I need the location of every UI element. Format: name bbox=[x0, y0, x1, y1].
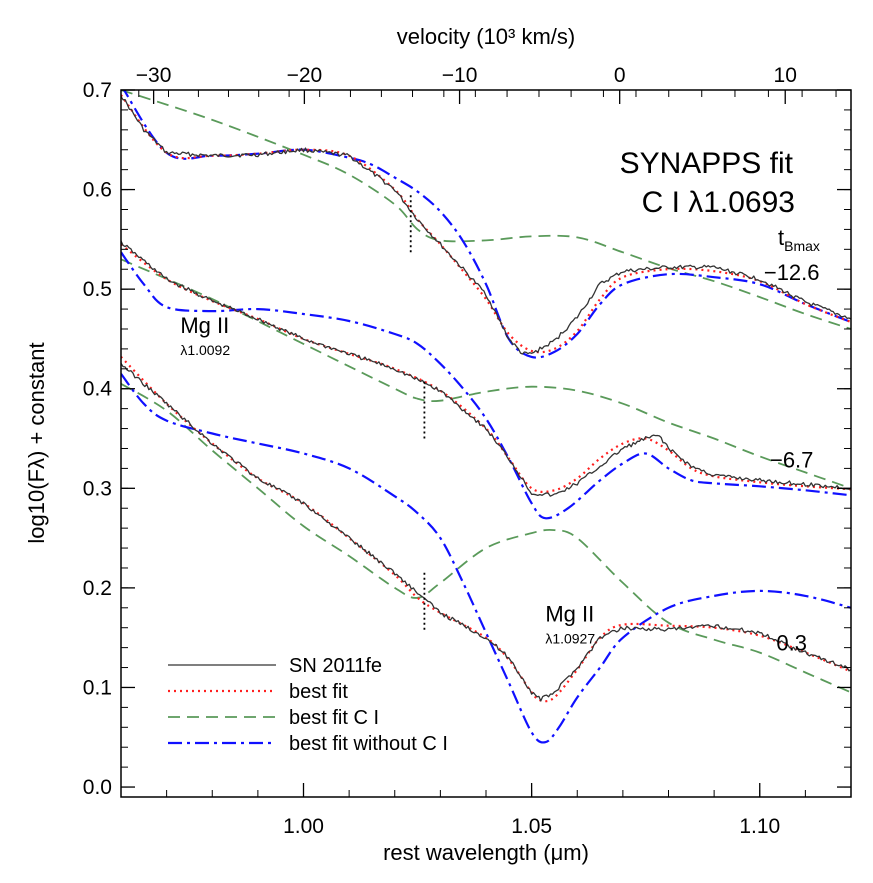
legend-label-2: best fit bbox=[289, 681, 348, 703]
series-best-fit-1 bbox=[121, 94, 851, 354]
epoch-label-3: 0.3 bbox=[776, 631, 807, 656]
x-tick-label: 1.00 bbox=[283, 815, 324, 838]
series-observed-1 bbox=[121, 96, 851, 355]
tick-layer: 1.00 1.05 1.10 0.0 0.1 0.2 0.3 0.4 0.5 0.6 0.7 −30 −… bbox=[83, 64, 852, 838]
epoch-header-main: t bbox=[778, 225, 784, 250]
epoch-label-2: −6.7 bbox=[770, 447, 813, 472]
series-best-fit-CI-1 bbox=[121, 90, 851, 330]
legend-label-1: SN 2011fe bbox=[289, 655, 382, 677]
x-tick-label: 1.10 bbox=[739, 815, 780, 838]
y-tick-label: 0.7 bbox=[83, 79, 112, 102]
x-axis-label: rest wavelength (μm) bbox=[383, 840, 589, 865]
epoch-label-1: −12.6 bbox=[764, 260, 820, 285]
series-layer bbox=[121, 90, 851, 744]
velocity-tick-label: 0 bbox=[614, 64, 626, 87]
series-observed-2 bbox=[121, 240, 851, 497]
series-best-fit-no-CI-3 bbox=[121, 373, 851, 744]
epoch-header: tBmax bbox=[778, 225, 820, 254]
series-best-fit-CI-2 bbox=[121, 258, 851, 490]
y-tick-label: 0.3 bbox=[83, 477, 112, 500]
velocity-tick-label: −10 bbox=[442, 64, 478, 87]
series-best-fit-2 bbox=[121, 243, 851, 494]
y-axis-label: log10(Fλ) + constant bbox=[24, 342, 49, 543]
mg-ii-wavelength-1: λ1.0092 bbox=[180, 342, 230, 358]
chart-title: SYNAPPS fit bbox=[620, 147, 794, 180]
series-best-fit-CI-3 bbox=[121, 383, 851, 694]
top-axis-label: velocity (10³ km/s) bbox=[397, 24, 575, 49]
y-tick-label: 0.5 bbox=[83, 278, 112, 301]
mg-ii-label-1: Mg II bbox=[180, 313, 229, 338]
y-tick-label: 0.6 bbox=[83, 179, 112, 202]
legend: SN 2011fe best fit best fit C I best fit wi… bbox=[168, 655, 448, 755]
y-tick-label: 0.0 bbox=[83, 776, 112, 799]
series-best-fit-no-CI-1 bbox=[122, 90, 851, 359]
series-observed-3 bbox=[121, 362, 851, 702]
series-best-fit-no-CI-2 bbox=[121, 251, 851, 520]
mg-ii-wavelength-2: λ1.0927 bbox=[545, 631, 595, 647]
annotation-layer: Mg II λ1.0092 Mg II λ1.0927 −12.6 −6.7 0.3 bbox=[180, 260, 819, 655]
mg-ii-label-2: Mg II bbox=[545, 602, 594, 627]
y-tick-label: 0.4 bbox=[83, 378, 113, 401]
velocity-tick-label: −30 bbox=[136, 64, 172, 87]
x-tick-label: 1.05 bbox=[511, 815, 552, 838]
y-tick-label: 0.2 bbox=[83, 577, 112, 600]
velocity-tick-label: −20 bbox=[287, 64, 323, 87]
epoch-header-sub: Bmax bbox=[784, 238, 820, 254]
legend-label-4: best fit without C I bbox=[289, 733, 448, 755]
legend-label-3: best fit C I bbox=[289, 707, 379, 729]
chart-subtitle: C I λ1.0693 bbox=[642, 186, 795, 219]
velocity-tick-label: 10 bbox=[774, 64, 797, 87]
y-tick-label: 0.1 bbox=[83, 676, 112, 699]
